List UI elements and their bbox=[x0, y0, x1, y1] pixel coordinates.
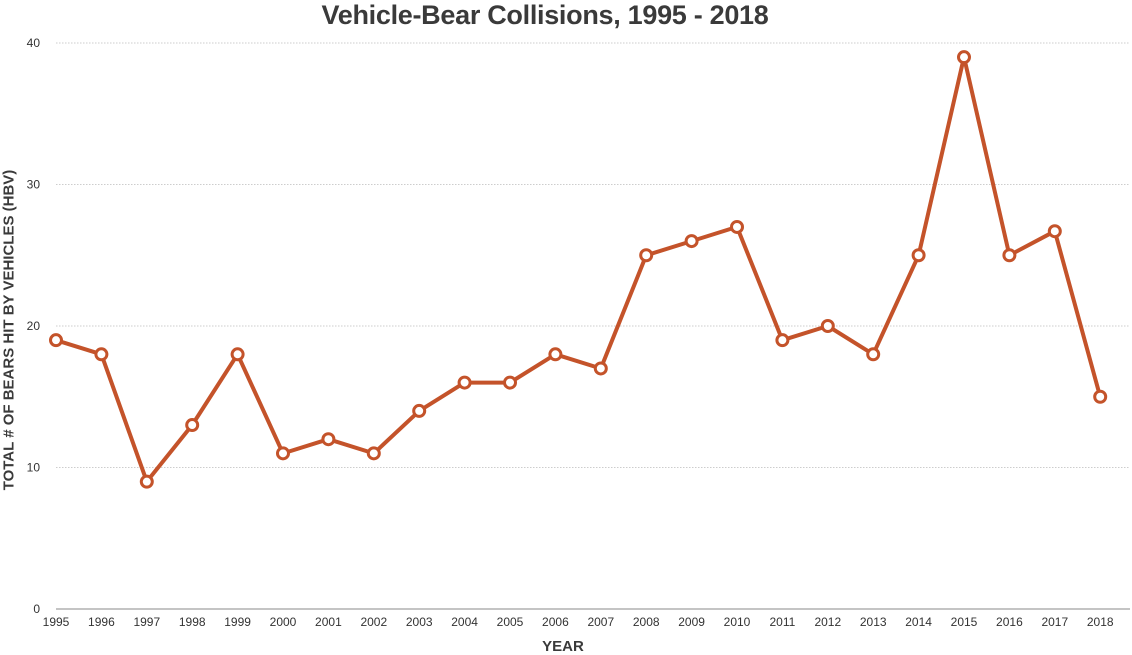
gridlines bbox=[56, 42, 1130, 610]
data-point bbox=[321, 432, 336, 447]
data-point bbox=[911, 248, 926, 263]
x-tick-label: 1999 bbox=[224, 615, 251, 629]
series-hbv bbox=[49, 50, 1108, 489]
data-point bbox=[94, 347, 109, 362]
data-point bbox=[866, 347, 881, 362]
x-tick-label: 2012 bbox=[814, 615, 841, 629]
x-tick-label: 2015 bbox=[951, 615, 978, 629]
x-tick-label: 2006 bbox=[542, 615, 569, 629]
y-tick-label: 10 bbox=[27, 461, 41, 475]
x-tick-label: 2005 bbox=[497, 615, 524, 629]
x-tick-label: 1996 bbox=[88, 615, 115, 629]
x-tick-label: 2002 bbox=[360, 615, 387, 629]
data-point bbox=[276, 446, 290, 461]
data-point bbox=[548, 347, 563, 362]
y-tick-label: 30 bbox=[27, 178, 41, 192]
x-tick-label: 1998 bbox=[179, 615, 206, 629]
y-tick-label: 40 bbox=[27, 36, 41, 50]
x-tick-label: 1997 bbox=[133, 615, 160, 629]
data-point bbox=[684, 234, 699, 249]
x-axis-ticks: 1995 1996 1997 1998 1999 2000 2001 2002 2003 2004… bbox=[43, 615, 1114, 629]
x-tick-label: 2004 bbox=[451, 615, 478, 629]
data-point bbox=[1047, 224, 1062, 239]
x-tick-label: 2014 bbox=[905, 615, 932, 629]
x-tick-label: 2001 bbox=[315, 615, 342, 629]
data-point bbox=[593, 361, 608, 376]
x-tick-label: 2018 bbox=[1087, 615, 1114, 629]
y-tick-label: 0 bbox=[33, 602, 40, 616]
x-tick-label: 2011 bbox=[769, 615, 795, 629]
data-point bbox=[639, 248, 654, 263]
data-point bbox=[957, 50, 971, 65]
x-tick-label: 2007 bbox=[587, 615, 614, 629]
x-tick-label: 2003 bbox=[406, 615, 433, 629]
x-tick-label: 2008 bbox=[633, 615, 660, 629]
series-line bbox=[54, 55, 1103, 484]
data-point bbox=[49, 333, 63, 348]
data-point bbox=[730, 219, 744, 234]
x-tick-label: 1995 bbox=[43, 615, 70, 629]
data-point bbox=[503, 375, 517, 390]
x-tick-label: 2016 bbox=[996, 615, 1023, 629]
data-point bbox=[412, 403, 427, 418]
y-tick-label: 20 bbox=[27, 319, 41, 333]
data-point bbox=[775, 333, 790, 348]
data-point bbox=[185, 418, 200, 433]
x-tick-label: 2017 bbox=[1041, 615, 1068, 629]
x-tick-label: 2000 bbox=[270, 615, 297, 629]
data-point bbox=[230, 347, 245, 362]
data-point bbox=[820, 319, 835, 333]
x-tick-label: 2009 bbox=[678, 615, 705, 629]
x-axis-title: YEAR bbox=[542, 638, 584, 655]
chart-title: Vehicle-Bear Collisions, 1995 - 2018 bbox=[321, 0, 769, 30]
data-point bbox=[457, 375, 472, 390]
x-tick-label: 2013 bbox=[860, 615, 887, 629]
data-point bbox=[1002, 248, 1017, 263]
data-point bbox=[139, 474, 154, 489]
data-point bbox=[1093, 389, 1108, 404]
y-axis-ticks: 0 10 20 30 40 bbox=[27, 36, 41, 616]
data-point bbox=[366, 446, 381, 461]
x-tick-label: 2010 bbox=[724, 615, 751, 629]
